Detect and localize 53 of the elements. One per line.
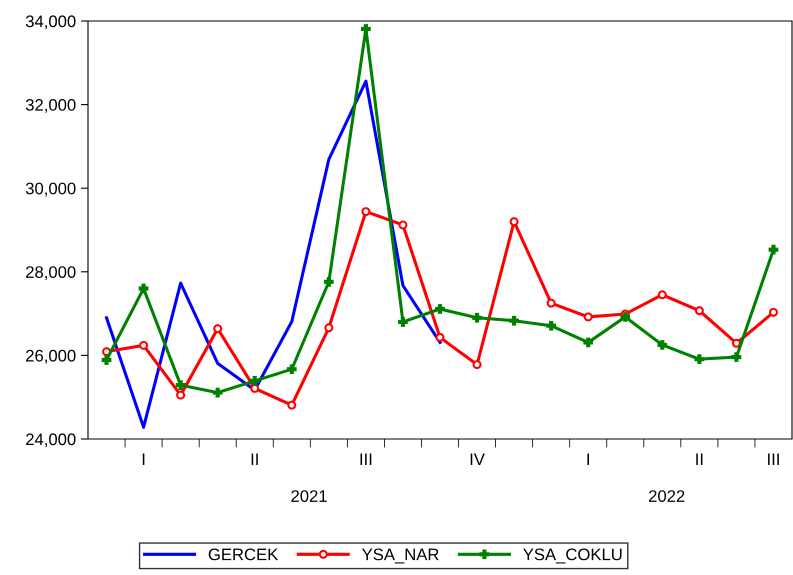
legend-label: YSA_NAR: [362, 548, 439, 564]
point: [212, 388, 223, 398]
x-tick-label: IV: [470, 454, 485, 465]
point: [732, 352, 742, 362]
point: [398, 220, 408, 230]
y-tick-label: 30,000: [26, 182, 76, 196]
point: [250, 376, 260, 386]
point: [732, 338, 741, 348]
point: [509, 316, 519, 326]
y-tick-label: 32,000: [26, 99, 76, 113]
x-tick-label: III: [360, 454, 372, 465]
point: [176, 390, 186, 400]
point: [510, 217, 519, 226]
point: [472, 360, 482, 370]
point: [361, 24, 371, 34]
x-tick-label: II: [252, 454, 258, 465]
x-tick-label: II: [696, 454, 702, 465]
point: [435, 304, 445, 314]
point: [287, 400, 296, 410]
point: [657, 340, 668, 350]
point: [176, 380, 186, 390]
point: [102, 355, 112, 365]
x-tick-label: III: [768, 454, 779, 465]
legend-label: GERCEK: [208, 548, 278, 560]
point: [213, 324, 222, 334]
y-tick-label: 24,000: [26, 433, 76, 448]
text: 2021: [291, 490, 327, 502]
x-tick-label: I: [142, 454, 144, 465]
y-tick-label: 34,000: [26, 15, 76, 30]
x-tick-label: I: [587, 454, 589, 465]
point: [286, 364, 297, 374]
point: [324, 323, 334, 332]
point: [139, 340, 148, 350]
point: [546, 320, 556, 331]
point: [324, 276, 334, 287]
y-tick-label: 26,000: [26, 350, 76, 364]
point: [361, 207, 370, 216]
text: 2022: [648, 490, 684, 502]
point: [546, 298, 556, 308]
point: [694, 306, 704, 316]
point: [768, 244, 778, 255]
y-tick-label: 28,000: [26, 266, 76, 280]
point: [435, 332, 445, 342]
point: [694, 354, 704, 364]
point: [584, 312, 593, 322]
point: [472, 312, 482, 323]
point: [583, 338, 594, 348]
legend-label: YSA_COKLU: [523, 548, 622, 564]
point: [658, 290, 667, 300]
point: [398, 317, 408, 327]
point: [768, 308, 778, 317]
point: [620, 312, 630, 322]
point: [138, 284, 148, 294]
